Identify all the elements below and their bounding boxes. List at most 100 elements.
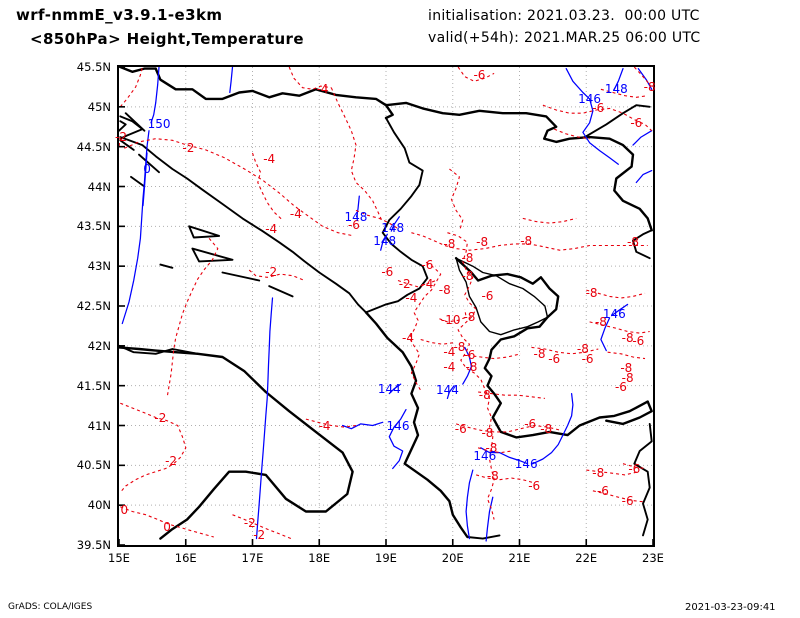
- x-axis-tick-label: 16E: [174, 551, 197, 565]
- temperature-contour-label: -8: [620, 361, 633, 376]
- temperature-contour-label: -4: [289, 207, 302, 222]
- temperature-contour-label: -8: [481, 426, 494, 441]
- x-axis-tick-label: 17E: [241, 551, 264, 565]
- grads-credit: GrADS: COLA/IGES: [8, 602, 93, 612]
- height-contour-148d: [613, 67, 624, 90]
- temperature-contour-label: -6: [581, 351, 594, 366]
- temp-contour-adriatic: [166, 237, 219, 398]
- x-axis-tick-label: 19E: [375, 551, 397, 565]
- border-romania: [583, 104, 651, 139]
- initialisation-time: initialisation: 2021.03.23. 00:00 UTC: [428, 8, 700, 24]
- temp-contour-minus6-n: [330, 87, 384, 223]
- height-contour-146i: [532, 392, 574, 465]
- temperature-contour-label: -2: [154, 410, 167, 425]
- temp-contour-minus6-e: [607, 351, 646, 360]
- temp-contour-minus8-spine: [447, 232, 495, 520]
- temp-contour-minus8-main: [411, 232, 648, 251]
- border-serbia-north-east: [384, 101, 653, 232]
- coast-italy-apulia: [119, 346, 354, 540]
- coast-albania: [364, 311, 469, 539]
- border-croatia-north: [154, 67, 394, 120]
- temperature-contour-label: -8: [621, 370, 634, 385]
- height-contour-148a: [355, 195, 360, 218]
- temperature-contour-label: -6: [614, 380, 627, 395]
- temperature-contour-label: -6: [524, 416, 537, 431]
- temperature-contour-label: -6: [481, 289, 494, 304]
- temperature-contour-label: -8: [486, 469, 499, 484]
- coast-kvarner: [119, 115, 144, 140]
- height-contour-146c: [635, 169, 653, 184]
- height-contour-144a: [388, 383, 402, 395]
- island-peljesac: [268, 285, 294, 298]
- temperature-contour-label: -2: [165, 453, 178, 468]
- tick-marks: [119, 67, 653, 545]
- height-contour-146h: [480, 447, 529, 465]
- temperature-contour-label: -8: [453, 340, 466, 355]
- temp-contour-minus4-c: [251, 152, 283, 221]
- temperature-contour-label: 0: [163, 520, 171, 535]
- temp-contour-minus8-far-n: [633, 67, 651, 85]
- height-contour-label: 144: [377, 381, 401, 396]
- temperature-contour-label: -6: [347, 217, 360, 232]
- temperature-contour-label: -4: [443, 359, 456, 374]
- y-axis-tick-label: 41.5N: [76, 378, 111, 393]
- temp-contour-minus4-n: [288, 67, 332, 90]
- temperature-contour-label: -6: [592, 101, 605, 116]
- temp-contour-ne-d: [522, 217, 577, 224]
- height-contour-minor-e: [632, 130, 653, 146]
- island-korcula: [221, 271, 261, 282]
- y-axis-tick-label: 45.5N: [76, 60, 111, 74]
- contour-map-plot: [117, 65, 655, 547]
- x-axis-tick-label: 15E: [108, 551, 130, 565]
- border-kosovo: [455, 257, 549, 336]
- x-axis-tick-label: 22E: [575, 551, 598, 565]
- temperature-contour-label: -2: [265, 264, 278, 279]
- temperature-contour-label: -6: [381, 264, 394, 279]
- height-contour-label: 148: [381, 220, 405, 235]
- temperature-contour-label: -8: [461, 251, 474, 266]
- coast-thermaic-gulf: [633, 422, 653, 537]
- y-axis-tick-label: 44N: [87, 179, 111, 194]
- height-contour-label: 146: [386, 418, 410, 433]
- temperature-contour-label: -8: [592, 466, 605, 481]
- height-contour-minor-b: [142, 152, 148, 207]
- temperature-contour-label: -6: [463, 348, 476, 363]
- temp-contour-a: [119, 67, 143, 108]
- temp-contour-minus8-s3: [475, 474, 535, 484]
- height-contour-minor-c: [255, 297, 274, 540]
- y-axis-tick-label: 42.5N: [76, 299, 111, 313]
- temperature-contour-label: -4: [316, 82, 329, 97]
- model-title: wrf-nmmE_v3.9.1-e3km: [16, 6, 223, 24]
- y-axis-tick-label: 39.5N: [76, 538, 111, 552]
- border-bulgaria: [632, 229, 653, 260]
- temperature-contour-label: -6: [454, 421, 467, 436]
- field-title: <850hPa> Height,Temperature: [30, 30, 304, 48]
- height-contour-label: 148: [604, 82, 628, 97]
- temperature-contour-label: -8: [626, 235, 639, 250]
- height-contour-label: 144: [435, 382, 459, 397]
- border-kosovo-macedonia: [454, 257, 649, 439]
- temp-contour-minus4-mid: [420, 338, 455, 345]
- temp-contour-minus8-e: [586, 289, 646, 299]
- temp-contour-minus6-w: [408, 261, 442, 391]
- temp-contour-minus10: [439, 309, 467, 323]
- height-contour-label: 146: [578, 91, 602, 106]
- temperature-contour-label: -8: [438, 283, 451, 298]
- temperature-contour-label: -2: [253, 528, 266, 543]
- temp-contour-minus2-sw: [119, 402, 187, 493]
- height-contour-minor-d: [637, 67, 653, 90]
- temperature-contour-label: -6: [596, 483, 609, 498]
- temperature-contour-label: -2: [115, 130, 127, 145]
- height-contour-label: 148: [344, 209, 368, 224]
- temperature-contour-label: -8: [540, 421, 553, 436]
- temperature-contour-label: -8: [621, 330, 634, 345]
- height-contour-label: 146: [602, 306, 626, 321]
- temp-contour-minus6-m: [467, 353, 521, 360]
- y-axis-tick-label: 42N: [87, 338, 111, 353]
- temperature-contour-label: -4: [265, 221, 278, 236]
- temp-contour-b: [119, 137, 121, 147]
- temperature-contour-label: -6: [528, 479, 541, 494]
- coast-dalmatia: [119, 136, 367, 314]
- temp-contour-ne-b: [553, 128, 590, 140]
- height-contour-148b: [390, 216, 400, 232]
